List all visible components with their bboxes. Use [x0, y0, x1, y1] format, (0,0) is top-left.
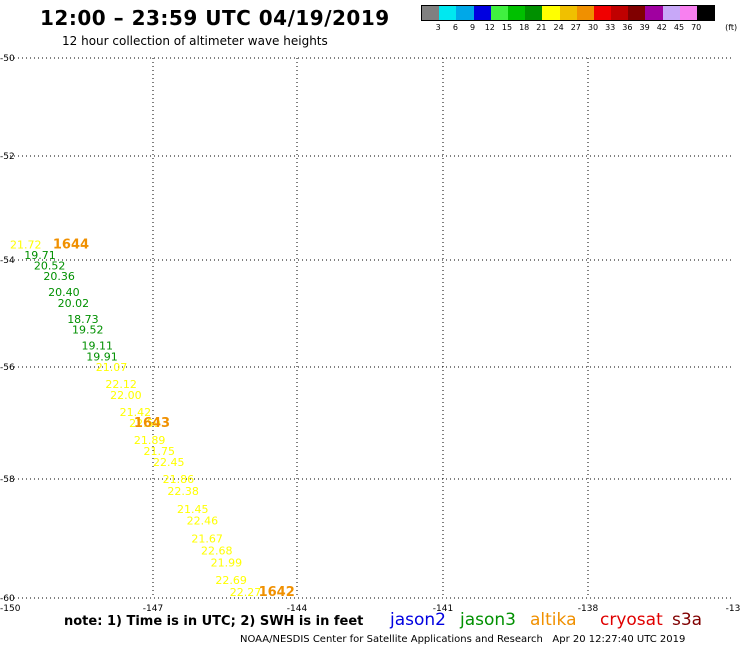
color-scale-legend: (ft) 3 6 9 12 15 18 21 24 27 30 33 36 39 42 45 70 — [421, 5, 738, 35]
color-scale-swatch — [542, 6, 560, 20]
color-scale-swatch — [456, 6, 474, 20]
generated-timestamp: Apr 20 12:27:40 UTC 2019 — [552, 634, 686, 645]
wave-height-value: 20.36 — [43, 270, 75, 283]
color-scale-label: 6 — [452, 23, 458, 32]
longitude-label: -144 — [287, 604, 308, 614]
color-scale-swatch — [628, 6, 646, 20]
color-scale-swatch — [576, 6, 594, 20]
color-scale-label: 45 — [673, 23, 685, 32]
wave-height-value: 21.72 — [10, 238, 42, 251]
satellite-legend-jason2: jason2 — [390, 610, 446, 630]
color-scale-label: 27 — [570, 23, 581, 32]
wave-height-value: 21.89 — [134, 434, 166, 447]
page-title: 12:00 – 23:59 UTC 04/19/2019 — [40, 6, 390, 30]
wave-height-value: 19.11 — [82, 340, 114, 353]
color-scale-swatch — [559, 6, 577, 20]
color-scale-swatch — [697, 6, 715, 20]
wave-height-value: 22.46 — [187, 515, 219, 528]
page-subtitle: 12 hour collection of altimeter wave hei… — [62, 34, 328, 48]
satellite-legend-cryosat: cryosat — [600, 610, 663, 630]
wave-height-value: 21.75 — [143, 445, 175, 458]
credit-text: NOAA/NESDIS Center for Satellite Applica… — [240, 634, 543, 645]
color-scale-swatch — [679, 6, 697, 20]
color-scale-label: 3 — [435, 23, 441, 32]
color-scale-swatch — [662, 6, 680, 20]
color-scale-label: 42 — [656, 23, 667, 32]
wave-height-value: 22.27 — [230, 586, 261, 599]
wave-height-value: 19.52 — [72, 324, 104, 337]
longitude-label: -147 — [143, 604, 163, 614]
latitude-label: -52 — [0, 152, 15, 162]
color-scale-swatch — [439, 6, 457, 20]
color-scale-swatch — [611, 6, 629, 20]
color-scale-swatch — [490, 6, 508, 20]
wave-height-value: 19.71 — [24, 249, 56, 262]
color-scale-label: 9 — [470, 23, 476, 32]
wave-height-value: 22.45 — [153, 456, 185, 469]
color-scale-labels: (ft) 3 6 9 12 15 18 21 24 27 30 33 36 39 42 45 70 — [421, 21, 738, 35]
longitude-label: -13 — [726, 604, 740, 614]
color-scale-label: 70 — [691, 23, 702, 32]
longitude-label: -138 — [578, 604, 599, 614]
units-note: note: 1) Time is in UTC; 2) SWH is in fe… — [64, 614, 364, 629]
latitude-label: -56 — [0, 363, 15, 373]
wave-height-value: 21.99 — [211, 556, 243, 569]
color-scale-label: 18 — [519, 23, 530, 32]
credit-line: NOAA/NESDIS Center for Satellite Applica… — [240, 634, 685, 645]
wave-height-value: 21.67 — [191, 533, 223, 546]
wave-height-value: 20.52 — [34, 259, 65, 272]
color-scale-label: 21 — [536, 23, 547, 32]
satellite-legend-altika: altika — [530, 610, 577, 630]
color-scale-swatches — [421, 5, 716, 21]
color-scale-label: 33 — [605, 23, 616, 32]
wave-height-value: 22.12 — [105, 378, 137, 391]
wave-height-value: 21.07 — [96, 361, 128, 374]
latitude-label: -60 — [0, 594, 15, 604]
wave-height-value: 19.91 — [86, 350, 118, 363]
longitude-label: -150 — [0, 604, 21, 614]
wave-height-value: 20.40 — [48, 286, 79, 299]
satellite-legend-s3a: s3a — [672, 610, 703, 630]
color-scale-unit: (ft) — [725, 23, 738, 32]
wave-height-value: 22.00 — [110, 389, 142, 402]
pass-time-label: 1642 — [259, 585, 295, 600]
color-scale-swatch — [507, 6, 526, 20]
color-scale-label: 12 — [484, 23, 495, 32]
longitude-label: -141 — [433, 604, 453, 614]
latitude-label: -50 — [0, 54, 15, 64]
wave-height-value: 21.42 — [120, 406, 152, 419]
color-scale-label: 24 — [553, 23, 564, 32]
wave-height-value: 22.68 — [201, 544, 233, 557]
wave-height-value: 21.86 — [163, 473, 195, 486]
pass-time-label: 1643 — [134, 416, 170, 431]
wave-height-value: 18.73 — [67, 313, 99, 326]
wave-height-value: 21.45 — [177, 503, 209, 516]
color-scale-swatch — [473, 6, 491, 20]
color-scale-label: 39 — [639, 23, 650, 32]
satellite-legend-jason3: jason3 — [460, 610, 516, 630]
wave-height-value: 22.69 — [215, 574, 247, 587]
pass-time-label: 1644 — [53, 237, 89, 252]
color-scale-label: 36 — [622, 23, 633, 32]
color-scale-swatch — [593, 6, 612, 20]
wave-height-value: 22.59 — [129, 417, 161, 430]
color-scale-label: 15 — [501, 23, 513, 32]
wave-height-value: 22.38 — [167, 485, 199, 498]
latitude-label: -54 — [0, 256, 15, 266]
color-scale-swatch — [422, 6, 440, 20]
latitude-label: -58 — [0, 475, 15, 485]
color-scale-label: 30 — [587, 23, 599, 32]
wave-height-value: 20.02 — [58, 297, 90, 310]
color-scale-swatch — [645, 6, 663, 20]
color-scale-swatch — [525, 6, 543, 20]
